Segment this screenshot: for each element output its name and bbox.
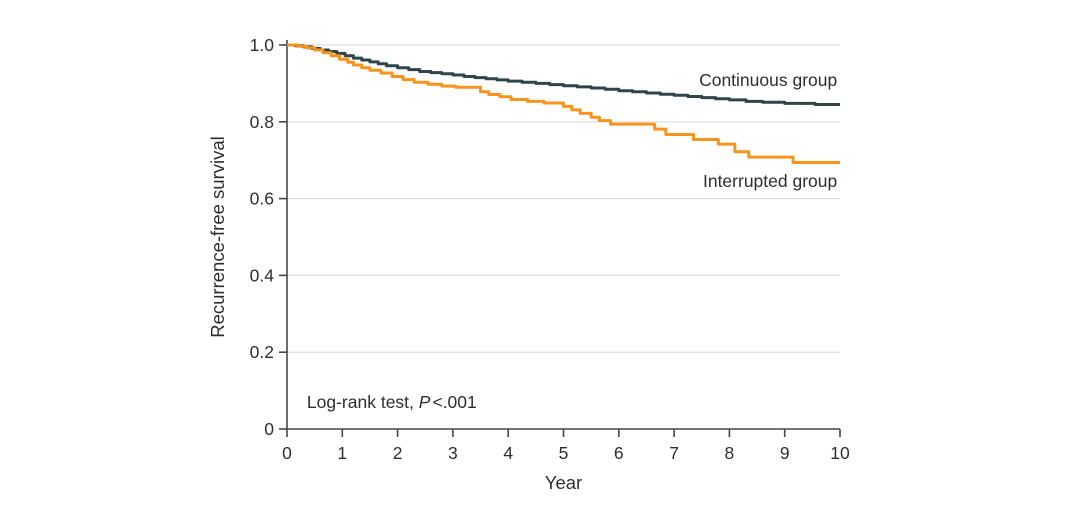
x-tick-label: 7 xyxy=(669,443,679,463)
x-tick-label: 8 xyxy=(725,443,735,463)
x-tick-label: 9 xyxy=(780,443,790,463)
y-tick-label: 0.2 xyxy=(250,342,274,362)
y-tick-label: 0.6 xyxy=(250,189,274,209)
y-tick-label: 0 xyxy=(264,419,274,439)
x-axis-title: Year xyxy=(545,472,582,493)
x-tick-label: 2 xyxy=(393,443,403,463)
x-tick-label: 0 xyxy=(282,443,292,463)
x-tick-label: 4 xyxy=(503,443,513,463)
x-tick-label: 5 xyxy=(559,443,569,463)
x-tick-label: 10 xyxy=(830,443,850,463)
x-tick-label: 1 xyxy=(337,443,347,463)
y-tick-label: 0.8 xyxy=(250,112,274,132)
x-tick-label: 6 xyxy=(614,443,624,463)
axes xyxy=(286,40,840,430)
axis-tick-labels: 0 0.2 0.4 0.6 0.8 1.0 0 1 2 3 4 5 6 7 8 9 10 xyxy=(250,35,850,463)
continuous-group-label: Continuous group xyxy=(699,70,837,90)
y-axis-title: Recurrence-free survival xyxy=(207,136,228,338)
survival-curves xyxy=(287,43,840,164)
x-tick-label: 3 xyxy=(448,443,458,463)
interrupted-group-curve xyxy=(287,43,840,164)
y-tick-label: 0.4 xyxy=(250,265,275,285)
axis-ticks xyxy=(279,44,841,437)
interrupted-group-label: Interrupted group xyxy=(703,171,837,191)
continuous-group-curve xyxy=(287,43,840,106)
gridlines xyxy=(287,44,840,353)
y-tick-label: 1.0 xyxy=(250,35,275,55)
logrank-annotation: Log-rank test, P <.001 xyxy=(307,392,477,412)
text-labels: Recurrence-free survival Year Continuous g… xyxy=(207,70,837,493)
